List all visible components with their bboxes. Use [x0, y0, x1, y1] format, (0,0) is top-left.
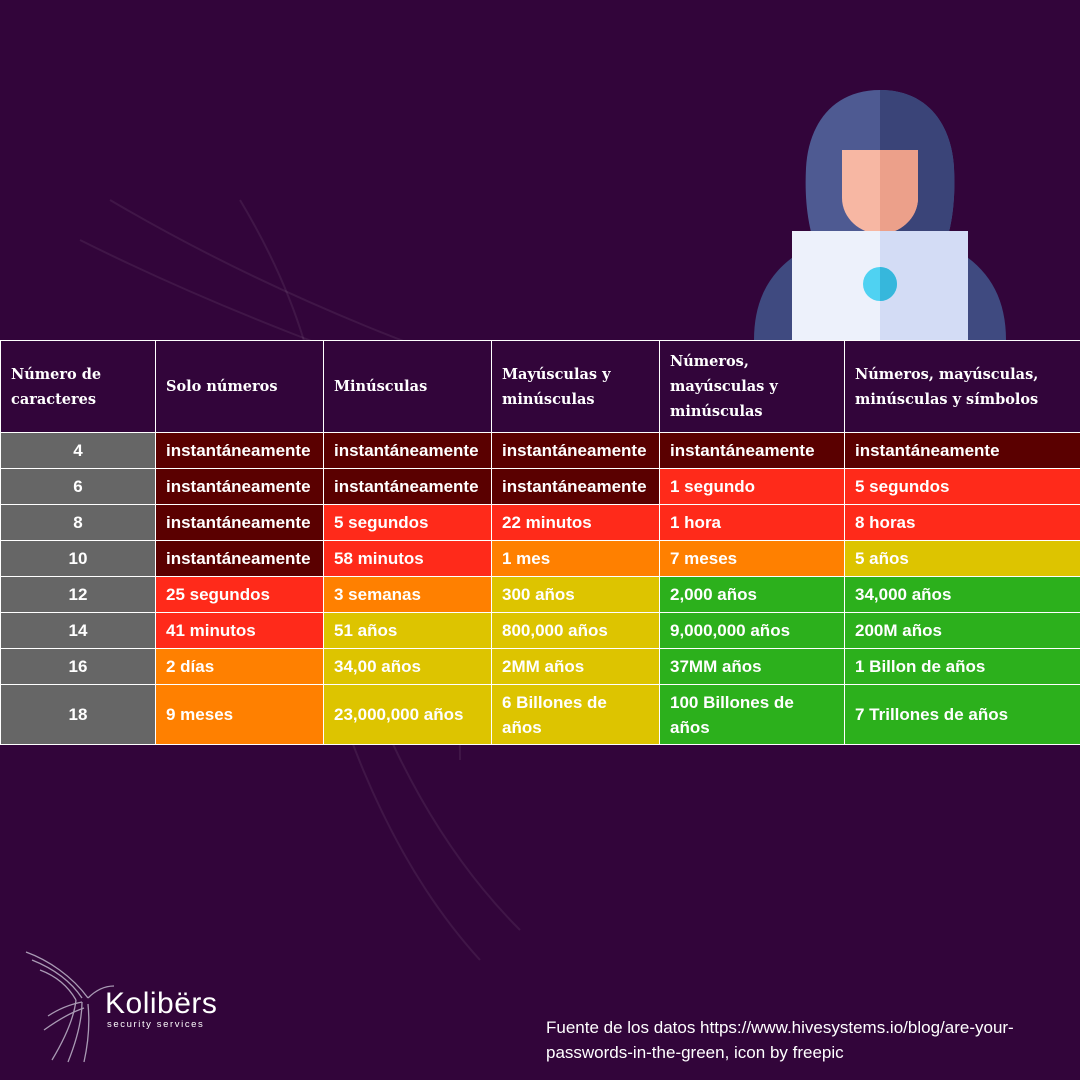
table-row: 8 instantáneamente 5 segundos 22 minutos… [0, 504, 1080, 541]
crack-time-cell: instantáneamente [323, 468, 492, 505]
crack-time-cell: instantáneamente [155, 504, 324, 541]
crack-time-cell: 7 Trillones de años [844, 684, 1080, 745]
crack-time-cell: 5 segundos [323, 504, 492, 541]
table-row: 10 instantáneamente 58 minutos 1 mes 7 m… [0, 540, 1080, 577]
hummingbird-logo-icon [25, 951, 115, 1063]
brand-tagline: security services [107, 1019, 205, 1030]
char-count-cell: 6 [0, 468, 156, 505]
table-row: 18 9 meses 23,000,000 años 6 Billones de… [0, 684, 1080, 745]
crack-time-cell: 9,000,000 años [659, 612, 845, 649]
crack-time-cell: 7 meses [659, 540, 845, 577]
crack-time-cell: 1 segundo [659, 468, 845, 505]
crack-time-cell: 5 años [844, 540, 1080, 577]
crack-time-cell: 58 minutos [323, 540, 492, 577]
header-numbers-upper-lower: Números, mayúsculas y minúsculas [659, 340, 845, 433]
crack-time-cell: 2MM años [491, 648, 660, 685]
char-count-cell: 12 [0, 576, 156, 613]
table-row: 14 41 minutos 51 años 800,000 años 9,000… [0, 612, 1080, 649]
char-count-cell: 10 [0, 540, 156, 577]
crack-time-cell: 6 Billones de años [491, 684, 660, 745]
char-count-cell: 4 [0, 432, 156, 469]
crack-time-cell: instantáneamente [491, 432, 660, 469]
crack-time-cell: 800,000 años [491, 612, 660, 649]
crack-time-cell: 34,000 años [844, 576, 1080, 613]
crack-time-cell: 1 hora [659, 504, 845, 541]
table-row: 6 instantáneamente instantáneamente inst… [0, 468, 1080, 505]
crack-time-cell: 41 minutos [155, 612, 324, 649]
header-numbers-only: Solo números [155, 340, 324, 433]
header-char-count: Número de caracteres [0, 340, 156, 433]
crack-time-cell: 34,00 años [323, 648, 492, 685]
password-crack-time-table: Número de caracteres Solo números Minúsc… [0, 340, 1080, 745]
crack-time-cell: 5 segundos [844, 468, 1080, 505]
crack-time-cell: 37MM años [659, 648, 845, 685]
crack-time-cell: 2 días [155, 648, 324, 685]
crack-time-cell: instantáneamente [844, 432, 1080, 469]
crack-time-cell: instantáneamente [155, 432, 324, 469]
hooded-hacker-with-laptop-icon [754, 90, 1006, 340]
crack-time-cell: instantáneamente [659, 432, 845, 469]
header-lowercase: Minúsculas [323, 340, 492, 433]
crack-time-cell: 8 horas [844, 504, 1080, 541]
crack-time-cell: 100 Billones de años [659, 684, 845, 745]
crack-time-cell: 1 mes [491, 540, 660, 577]
crack-time-cell: 22 minutos [491, 504, 660, 541]
char-count-cell: 18 [0, 684, 156, 745]
header-numbers-upper-lower-symbols: Números, mayúsculas, minúsculas y símbol… [844, 340, 1080, 433]
crack-time-cell: instantáneamente [155, 540, 324, 577]
crack-time-cell: instantáneamente [323, 432, 492, 469]
crack-time-cell: instantáneamente [155, 468, 324, 505]
table-row: 12 25 segundos 3 semanas 300 años 2,000 … [0, 576, 1080, 613]
char-count-cell: 16 [0, 648, 156, 685]
crack-time-cell: 9 meses [155, 684, 324, 745]
data-source-credit: Fuente de los datos https://www.hivesyst… [546, 1018, 1014, 1062]
crack-time-cell: 1 Billon de años [844, 648, 1080, 685]
header-upper-lower: Mayúsculas y minúsculas [491, 340, 660, 433]
crack-time-cell: 3 semanas [323, 576, 492, 613]
crack-time-cell: 25 segundos [155, 576, 324, 613]
crack-time-cell: instantáneamente [491, 468, 660, 505]
table-header-row: Número de caracteres Solo números Minúsc… [0, 340, 1080, 433]
crack-time-cell: 300 años [491, 576, 660, 613]
crack-time-cell: 200M años [844, 612, 1080, 649]
crack-time-cell: 2,000 años [659, 576, 845, 613]
table-row: 16 2 días 34,00 años 2MM años 37MM años … [0, 648, 1080, 685]
crack-time-cell: 51 años [323, 612, 492, 649]
char-count-cell: 14 [0, 612, 156, 649]
table-row: 4 instantáneamente instantáneamente inst… [0, 432, 1080, 469]
char-count-cell: 8 [0, 504, 156, 541]
brand-name: Kolibërs [105, 987, 218, 1020]
crack-time-cell: 23,000,000 años [323, 684, 492, 745]
